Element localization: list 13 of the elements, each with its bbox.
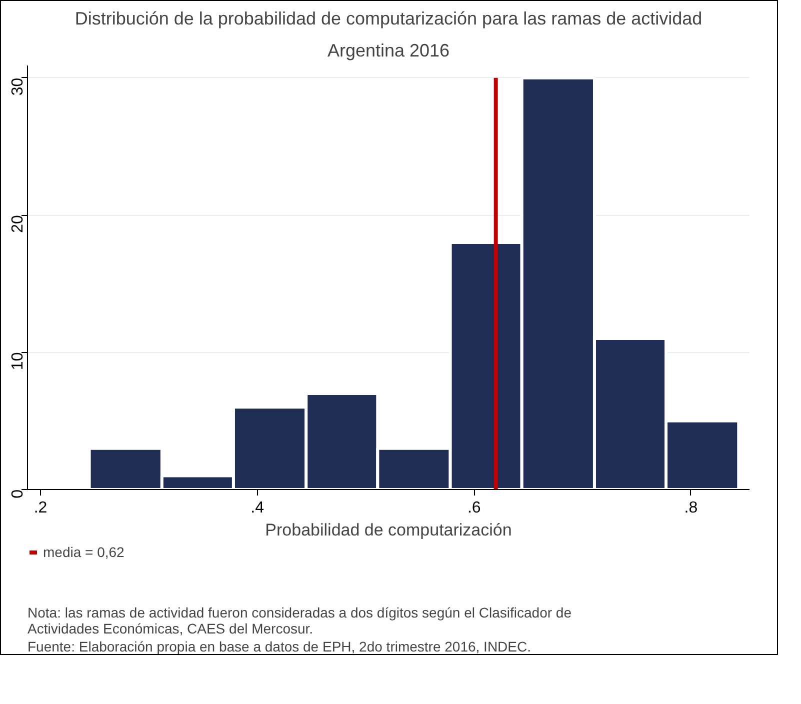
legend-label: media = 0,62 bbox=[43, 544, 124, 560]
y-tick-label: 0 bbox=[10, 489, 26, 498]
text: Nota: las ramas de actividad fueron consideradas a dos dígitos según el Clasificador de Actividades Económicas, CAES del Mercosur. bbox=[28, 604, 572, 636]
y-tick-label: 20 bbox=[10, 214, 26, 233]
x-tick-label: .2 bbox=[34, 500, 48, 516]
y-tick-label: 30 bbox=[10, 78, 26, 96]
y-tick-label: 10 bbox=[10, 352, 26, 370]
chart-subtitle: Argentina 2016 bbox=[327, 40, 450, 60]
x-tick-label: .4 bbox=[250, 500, 264, 516]
chart-title: Distribución de la probabilidad de computarización para las ramas de actividad bbox=[74, 8, 702, 28]
x-tick-label: .6 bbox=[467, 500, 481, 516]
x-axis-title: Probabilidad de computarización bbox=[265, 520, 512, 540]
x-tick-label: .8 bbox=[684, 500, 698, 516]
